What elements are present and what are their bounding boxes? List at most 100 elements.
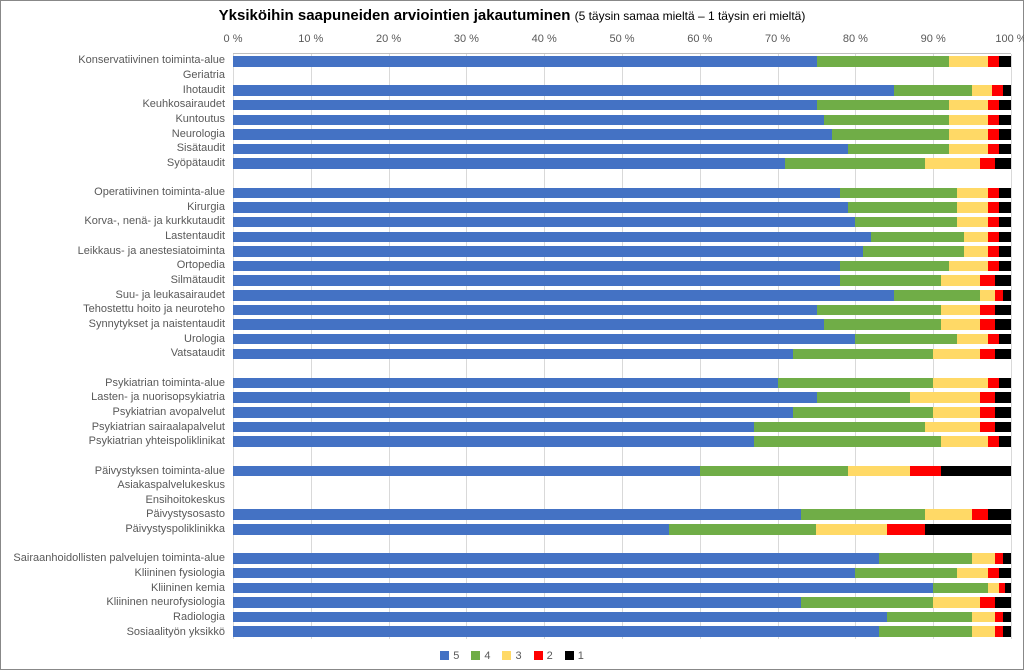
bar-segment [999, 378, 1011, 389]
x-tick-label: 50 % [609, 33, 634, 45]
bar-row [233, 392, 1011, 403]
bar-row [233, 85, 1011, 96]
category-label: Päivystyksen toiminta-alue [95, 465, 225, 477]
bar-row [233, 334, 1011, 345]
y-axis-labels: Konservatiivinen toiminta-alue Geriatria I… [1, 53, 229, 639]
bar-segment [941, 305, 980, 316]
category-label: Psykiatrian avopalvelut [112, 406, 225, 418]
bar-segment [988, 246, 1000, 257]
bar-segment [855, 217, 956, 228]
bar-row [233, 129, 1011, 140]
category-label: Ortopedia [177, 259, 225, 271]
bar-row [233, 56, 1011, 67]
bar-segment [988, 202, 1000, 213]
bar-segment [988, 436, 1000, 447]
bar-segment [700, 466, 848, 477]
bar-segment [1005, 583, 1011, 594]
bar-segment [1003, 612, 1011, 623]
category-label: Psykiatrian yhteispoliklinikat [89, 435, 225, 447]
bar-segment [980, 319, 996, 330]
bar-segment [848, 144, 949, 155]
category-label: Päivystyspoliklinikka [125, 523, 225, 535]
bar-segment [972, 85, 991, 96]
bar-row [233, 202, 1011, 213]
category-label: Kirurgia [187, 201, 225, 213]
bar-segment [988, 217, 1000, 228]
bar-segment [995, 553, 1003, 564]
bar-segment [957, 568, 988, 579]
bar-segment [988, 129, 1000, 140]
category-label: Sosiaalityön yksikkö [127, 626, 225, 638]
bar-segment [785, 158, 925, 169]
gridline [389, 54, 390, 639]
chart-title-sub: (5 täysin samaa mieltä – 1 täysin eri mi… [575, 9, 806, 23]
legend-item: 4 [471, 650, 490, 662]
bar-segment [999, 261, 1011, 272]
legend-label: 2 [547, 650, 553, 662]
bar-segment [233, 319, 824, 330]
legend: 54321 [1, 650, 1023, 664]
gridline [778, 54, 779, 639]
bar-segment [980, 422, 996, 433]
bar-segment [233, 436, 754, 447]
category-label: Sisätaudit [177, 142, 225, 154]
x-tick-label: 80 % [843, 33, 868, 45]
bar-segment [233, 85, 894, 96]
category-label: Leikkaus- ja anestesiatoiminta [78, 245, 225, 257]
bar-segment [871, 232, 964, 243]
bar-segment [840, 261, 949, 272]
category-label: Geriatria [183, 69, 225, 81]
bar-row [233, 422, 1011, 433]
bar-row [233, 232, 1011, 243]
category-label: Silmätaudit [171, 274, 225, 286]
bar-segment [957, 202, 988, 213]
legend-label: 1 [578, 650, 584, 662]
bar-row [233, 524, 1011, 535]
bar-segment [957, 334, 988, 345]
bar-row [233, 378, 1011, 389]
bar-segment [925, 509, 972, 520]
category-label: Kliininen kemia [151, 582, 225, 594]
legend-label: 4 [484, 650, 490, 662]
bar-segment [233, 626, 879, 637]
gridline [700, 54, 701, 639]
bar-segment [933, 378, 987, 389]
bar-segment [980, 275, 996, 286]
bar-segment [793, 407, 933, 418]
bar-segment [988, 188, 1000, 199]
category-label: Konservatiivinen toiminta-alue [78, 54, 225, 66]
bar-segment [999, 115, 1011, 126]
bar-segment [754, 422, 925, 433]
bar-segment [233, 524, 669, 535]
bar-segment [894, 290, 980, 301]
category-label: Syöpätaudit [167, 157, 225, 169]
bar-segment [1003, 553, 1011, 564]
bar-segment [988, 334, 1000, 345]
bar-segment [933, 349, 980, 360]
legend-item: 1 [565, 650, 584, 662]
category-label: Vatsataudit [171, 347, 225, 359]
bar-segment [988, 100, 1000, 111]
gridline [855, 54, 856, 639]
bar-segment [801, 597, 933, 608]
bar-segment [949, 100, 988, 111]
bar-row [233, 100, 1011, 111]
legend-swatch [471, 651, 480, 660]
bar-segment [995, 612, 1003, 623]
bar-segment [964, 232, 987, 243]
bar-segment [995, 626, 1003, 637]
bar-row [233, 217, 1011, 228]
category-label: Ihotaudit [183, 84, 225, 96]
bar-segment [949, 115, 988, 126]
bar-row [233, 407, 1011, 418]
bar-segment [999, 568, 1011, 579]
bar-segment [999, 129, 1011, 140]
bar-segment [832, 129, 949, 140]
bar-segment [233, 422, 754, 433]
bar-segment [233, 597, 801, 608]
category-label: Neurologia [172, 128, 225, 140]
category-label: Radiologia [173, 611, 225, 623]
bar-segment [999, 144, 1011, 155]
bar-segment [957, 217, 988, 228]
gridline [1011, 54, 1012, 639]
